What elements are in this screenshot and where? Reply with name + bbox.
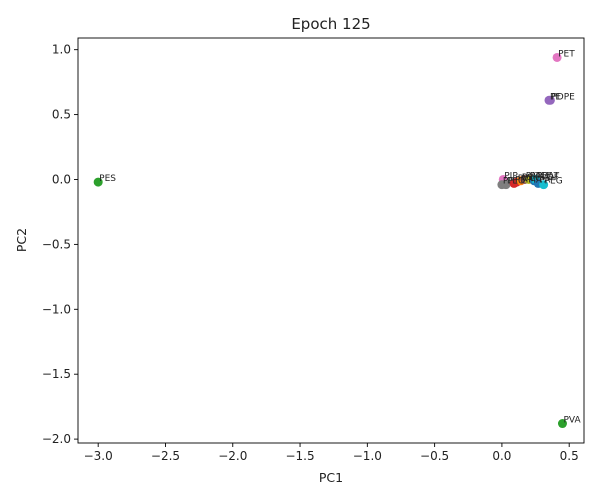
x-tick-label: −2.0 — [218, 449, 247, 463]
point-label-pa: PA — [539, 175, 551, 185]
point-label-pe: PE — [550, 92, 561, 102]
y-tick-label: 0.5 — [52, 108, 71, 122]
point-label-pan: PAN — [526, 171, 544, 181]
point-label-pp: PP — [503, 177, 514, 187]
plot-frame — [77, 37, 585, 444]
point-label-peg: PEG — [545, 177, 563, 187]
y-tick-label: −2.0 — [42, 432, 71, 446]
x-tick-label: 0.5 — [560, 449, 579, 463]
point-label-pvc: PVC — [518, 174, 536, 184]
y-tick-label: −1.5 — [42, 367, 71, 381]
point-label-pes: PES — [99, 174, 116, 184]
point-label-peo: PEO — [507, 177, 525, 187]
data-point-pet — [552, 52, 562, 62]
y-axis-label: PC2 — [14, 228, 29, 252]
x-axis-label: PC1 — [319, 470, 343, 485]
y-tick-label: 1.0 — [52, 43, 71, 57]
y-tick-label: −1.0 — [42, 302, 71, 316]
x-axis: −3.0 −2.5 −2.0 −1.5 −1.0 −0.5 0.0 0.5 — [84, 443, 579, 463]
x-tick-label: 0.0 — [492, 449, 511, 463]
point-label-ps: PS — [522, 173, 533, 183]
y-tick-label: 0.0 — [52, 172, 71, 186]
point-label-pbat: PBAT — [537, 171, 560, 181]
data-point-pes — [93, 177, 103, 187]
x-tick-label: −1.0 — [353, 449, 382, 463]
x-tick-label: −1.5 — [285, 449, 314, 463]
y-axis: 1.0 0.5 0.0 −0.5 −1.0 −1.5 −2.0 — [42, 43, 78, 446]
x-tick-label: −0.5 — [420, 449, 449, 463]
data-point-pva — [557, 419, 567, 429]
point-label-ptfe: PTFE — [530, 171, 552, 181]
data-point-pdpe — [545, 95, 555, 105]
point-label-pmma: PMMA — [515, 175, 543, 185]
x-tick-label: −3.0 — [84, 449, 113, 463]
chart-title: Epoch 125 — [291, 15, 370, 33]
point-label-pet: PET — [558, 49, 575, 59]
point-label-pvdf: PVDF — [535, 173, 559, 183]
point-label-pip: PIP — [504, 171, 518, 181]
y-tick-label: −0.5 — [42, 237, 71, 251]
data-point-peo — [501, 180, 511, 190]
x-tick-label: −2.5 — [151, 449, 180, 463]
point-label-pdpe: PDPE — [551, 92, 575, 102]
point-label-pva: PVA — [563, 416, 581, 426]
data-point-peg — [539, 180, 549, 190]
